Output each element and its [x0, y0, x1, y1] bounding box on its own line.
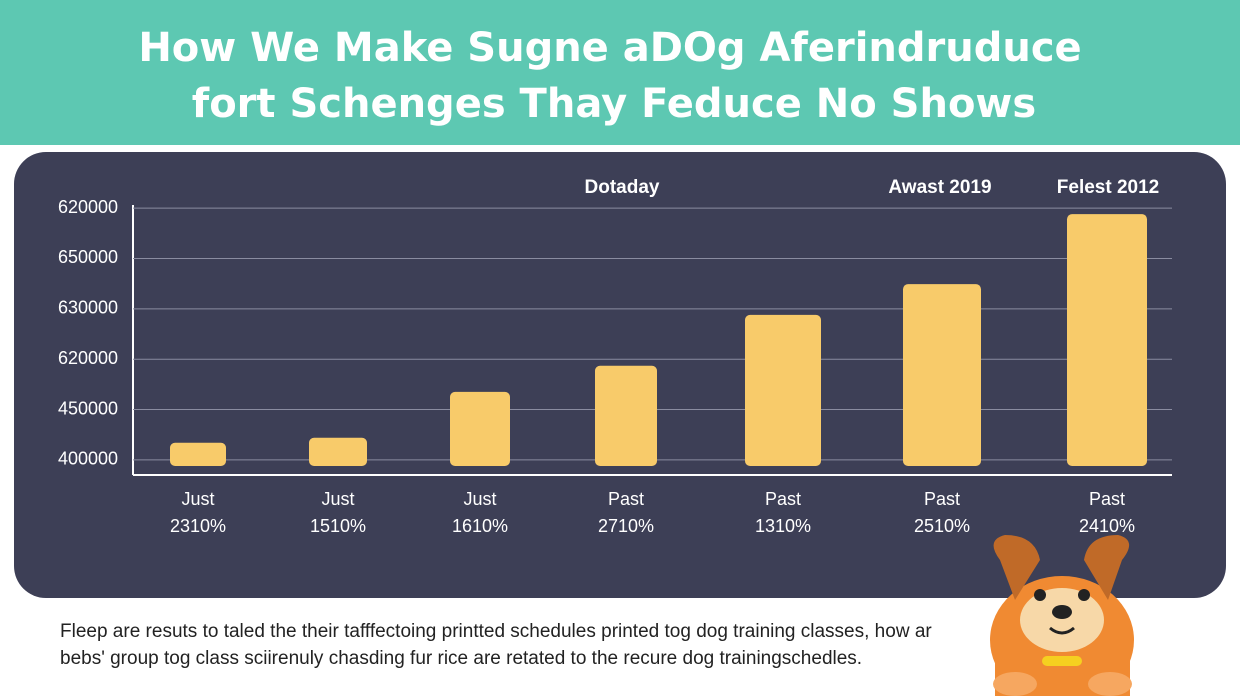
y-tick-label: 620000: [58, 197, 118, 217]
annotation: Awast 2019: [888, 177, 991, 198]
x-tick-label: Just: [181, 489, 214, 509]
dog-illustration: [990, 535, 1134, 696]
annotation: Felest 2012: [1057, 177, 1159, 198]
y-tick-label: 630000: [58, 298, 118, 318]
bar: [170, 442, 226, 466]
x-tick-label: Just: [463, 489, 496, 509]
x-tick-sublabel: 2510%: [914, 516, 970, 536]
bar: [745, 314, 821, 466]
x-tick-sublabel: 1310%: [755, 516, 811, 536]
x-tick-label: Past: [1089, 489, 1125, 509]
bar: [903, 284, 981, 466]
chart-title: How We Make Sugne aDOg Aferindruduce: [138, 25, 1081, 71]
footnote: Fleep are resuts to taled the their taff…: [60, 621, 932, 642]
bar: [309, 437, 367, 466]
bar: [1067, 214, 1147, 466]
x-tick-label: Past: [765, 489, 801, 509]
bar: [595, 365, 657, 466]
annotation: Dotaday: [585, 177, 660, 198]
y-tick-label: 650000: [58, 247, 118, 267]
y-tick-label: 620000: [58, 348, 118, 368]
x-tick-label: Past: [924, 489, 960, 509]
bar: [450, 391, 510, 466]
x-tick-sublabel: 1610%: [452, 516, 508, 536]
x-tick-label: Past: [608, 489, 644, 509]
header-band: [0, 0, 1240, 145]
y-tick-label: 450000: [58, 398, 118, 418]
footnote: bebs' group tog class sciirenuly chasdin…: [60, 648, 862, 669]
y-tick-label: 400000: [58, 449, 118, 469]
x-tick-label: Just: [321, 489, 354, 509]
x-tick-sublabel: 2710%: [598, 516, 654, 536]
x-tick-sublabel: 2310%: [170, 516, 226, 536]
x-tick-sublabel: 1510%: [310, 516, 366, 536]
chart-title: fort Schenges Thay Feduce No Shows: [192, 81, 1036, 127]
x-tick-sublabel: 2410%: [1079, 516, 1135, 536]
